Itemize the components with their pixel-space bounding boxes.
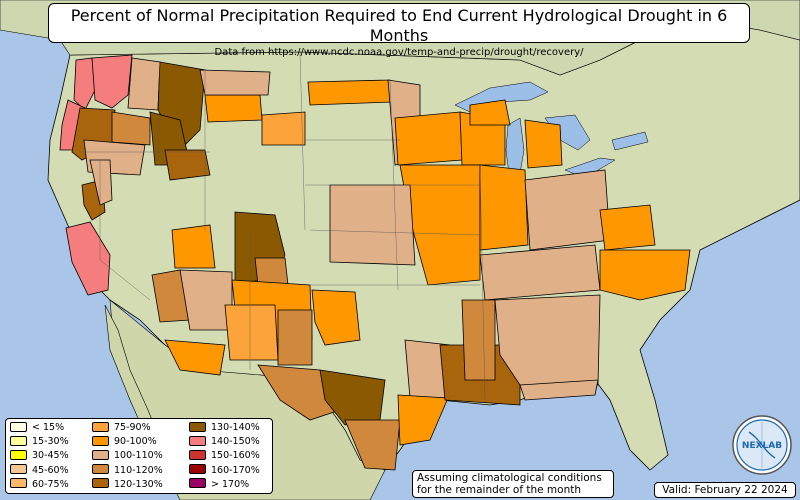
region-nm-central: [224, 304, 279, 361]
region-ut-east: [171, 224, 216, 269]
legend-label: 30-45%: [32, 450, 69, 462]
region-nm-east: [277, 309, 313, 366]
legend-item: 110-120%: [92, 464, 163, 477]
region-oh-valley: [524, 169, 611, 251]
region-tx-coast: [397, 394, 449, 446]
region-mt-central: [199, 69, 271, 96]
region-il-in: [479, 164, 529, 251]
legend-label: > 170%: [211, 478, 250, 490]
legend-label: 110-120%: [114, 464, 163, 476]
legend-swatch: [92, 464, 109, 475]
legend-label: 140-150%: [211, 436, 260, 448]
region-mt-west: [204, 94, 263, 123]
legend-swatch: [10, 435, 27, 446]
note-line-1: Assuming climatological conditions: [417, 472, 602, 484]
legend-label: 15-30%: [32, 436, 69, 448]
legend-item: 140-150%: [189, 435, 260, 448]
legend-label: 130-140%: [211, 422, 260, 433]
legend-label: 150-160%: [211, 450, 260, 462]
legend-item: 120-130%: [92, 478, 163, 491]
legend-swatch: [10, 449, 27, 460]
region-tx-west: [257, 364, 341, 421]
region-wa-east: [127, 57, 161, 111]
region-va: [599, 204, 656, 251]
region-id-south: [164, 149, 211, 181]
legend: < 15% 15-30% 30-45% 45-60% 60-75% 75-90% 90-10…: [5, 418, 273, 494]
region-or-central: [111, 111, 151, 146]
legend-swatch: [189, 478, 206, 489]
region-co-southwest: [254, 257, 289, 286]
legend-item: 45-60%: [10, 464, 69, 477]
region-mt-east: [261, 111, 306, 146]
region-ms-delta: [461, 299, 496, 381]
legend-swatch: [189, 449, 206, 460]
region-ne-ks: [329, 184, 416, 266]
nexlab-logo: NEXLAB: [732, 415, 792, 475]
legend-swatch: [92, 478, 109, 489]
legend-swatch: [10, 478, 27, 489]
legend-swatch: [92, 435, 109, 446]
legend-item: 90-100%: [92, 435, 157, 448]
logo-text: NEXLAB: [742, 441, 782, 451]
region-mi-lower: [524, 119, 563, 169]
region-al-ga: [494, 294, 601, 386]
legend-label: 160-170%: [211, 464, 260, 476]
legend-label: 90-100%: [114, 436, 157, 448]
legend-item: < 15%: [10, 421, 65, 434]
title-box: Percent of Normal Precipitation Required…: [48, 3, 750, 58]
region-nc-sc: [599, 249, 691, 301]
legend-label: 100-110%: [114, 450, 163, 462]
region-tx-panhandle: [311, 289, 361, 346]
region-nd-north: [307, 79, 393, 106]
lake-ontario: [611, 131, 649, 151]
legend-swatch: [10, 421, 27, 432]
state-borders: [80, 51, 486, 401]
legend-item: 75-90%: [92, 421, 151, 434]
map-subtitle: Data from https://www.ncdc.noaa.gov/temp…: [214, 47, 584, 58]
legend-item: 30-45%: [10, 449, 69, 462]
region-az-south: [164, 339, 226, 376]
legend-label: 60-75%: [32, 478, 69, 490]
legend-item: 160-170%: [189, 464, 260, 477]
legend-swatch: [189, 421, 206, 432]
legend-swatch: [92, 449, 109, 460]
region-tx-south: [344, 419, 401, 471]
legend-swatch: [189, 464, 206, 475]
region-mi-upper: [469, 99, 511, 126]
region-fl-panhandle: [519, 379, 599, 401]
region-ca-central: [65, 221, 111, 296]
map-title: Percent of Normal Precipitation Required…: [70, 6, 728, 45]
legend-label: 75-90%: [114, 422, 151, 433]
legend-item: 60-75%: [10, 478, 69, 491]
legend-swatch: [189, 435, 206, 446]
legend-item: 130-140%: [189, 421, 260, 434]
note-box: Assuming climatological conditions for t…: [412, 470, 614, 498]
region-wa-coast: [73, 57, 96, 111]
drought-regions: [59, 54, 691, 471]
legend-item: > 170%: [189, 478, 250, 491]
legend-swatch: [10, 464, 27, 475]
note-line-2: for the remainder of the month: [417, 484, 582, 496]
legend-label: 45-60%: [32, 464, 69, 476]
legend-swatch: [92, 421, 109, 432]
region-ky-tn: [479, 244, 601, 301]
legend-label: < 15%: [32, 422, 65, 433]
legend-item: 100-110%: [92, 449, 163, 462]
valid-date: Valid: February 22 2024: [654, 482, 796, 498]
legend-item: 150-160%: [189, 449, 260, 462]
legend-item: 15-30%: [10, 435, 69, 448]
legend-label: 120-130%: [114, 478, 163, 490]
region-nv-west: [89, 159, 113, 206]
region-mn-east: [394, 111, 463, 166]
region-wa-cascades: [91, 54, 133, 109]
